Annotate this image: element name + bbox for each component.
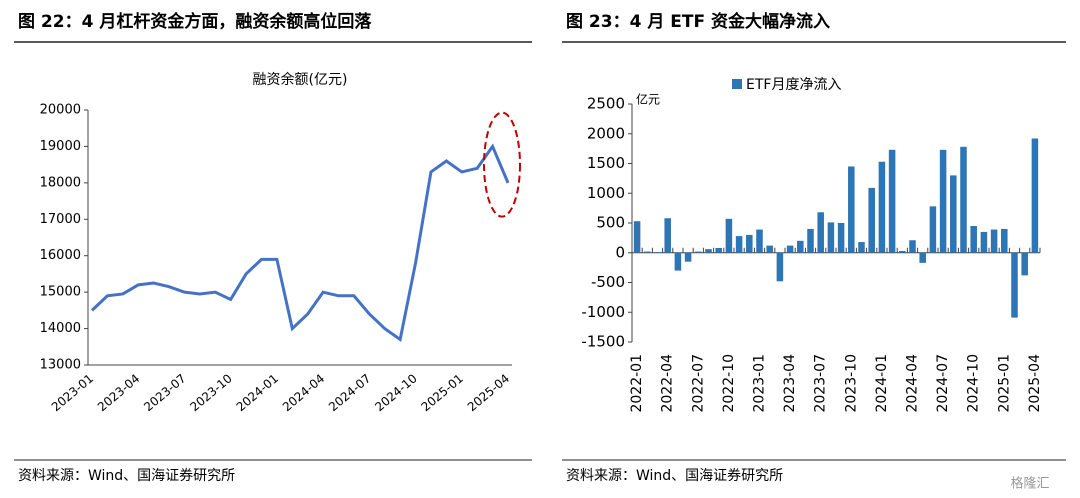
x-tick-label: 2023-10 [187, 371, 234, 414]
x-tick-label: 2023-07 [813, 354, 829, 413]
x-tick-label: 2022-04 [660, 354, 676, 413]
bar [756, 229, 763, 253]
bar [725, 218, 733, 253]
legend-label: ETF月度净流入 [746, 77, 841, 93]
y-tick-label: 17000 [40, 212, 81, 227]
bar [1011, 252, 1018, 318]
bar [950, 175, 957, 253]
bar [674, 252, 682, 271]
bar [858, 242, 865, 253]
y-tick-label: 2500 [587, 95, 625, 113]
bar [715, 247, 722, 253]
bar [878, 161, 886, 253]
line [90, 143, 510, 343]
x-tick-label: 2025-04 [465, 371, 512, 414]
y-tick-label: 19000 [40, 139, 81, 154]
bar [837, 223, 845, 253]
figure-heading: 图 22：4 月杠杆资金方面，融资余额高位回落 [18, 11, 372, 32]
highlight [483, 111, 521, 218]
y-tick-label: -500 [591, 273, 625, 291]
y-tick-label: 18000 [40, 175, 81, 190]
bar [919, 252, 926, 263]
bar [868, 187, 875, 253]
watermark: 格隆汇 [1010, 476, 1049, 492]
bar [633, 221, 641, 253]
bar [817, 212, 824, 253]
bar [664, 218, 671, 253]
x-tick-label: 2024-04 [280, 371, 327, 414]
y-tick-label: 13000 [40, 358, 81, 373]
bar [705, 249, 712, 253]
y-tick-label: -1500 [581, 333, 625, 351]
bar [695, 251, 702, 253]
bar [970, 225, 977, 253]
bar [929, 206, 937, 253]
bar [899, 250, 906, 253]
x-tick-label: 2024-07 [326, 371, 373, 414]
bar [939, 149, 947, 253]
y-tick-label: 1000 [587, 184, 625, 202]
bar [766, 245, 773, 253]
bar [1001, 228, 1008, 253]
bar [1031, 138, 1039, 253]
bar [888, 149, 896, 253]
x-tick-label: 2024-10 [966, 354, 982, 413]
legend-swatch [732, 79, 742, 89]
x-tick-label: 2022-10 [721, 354, 737, 413]
y-tick-label: 0 [615, 243, 625, 261]
y-tick-label: 14000 [40, 321, 81, 336]
bar [807, 228, 814, 253]
y-tick-label: -1000 [581, 303, 625, 321]
bar [776, 252, 784, 282]
bar [990, 229, 998, 253]
x-tick-label: 2022-01 [629, 354, 645, 413]
x-tick-label: 2023-10 [843, 354, 859, 413]
x-tick-label: 2025-01 [419, 371, 466, 414]
bar [797, 240, 804, 253]
bar [848, 166, 855, 253]
source: 资料来源：Wind、国海证券研究所 [566, 468, 783, 484]
bar [909, 240, 916, 253]
x-tick-label: 2025-01 [996, 354, 1012, 413]
bar [654, 252, 661, 253]
y-tick-label: 500 [596, 214, 625, 232]
x-tick-label: 2025-04 [1027, 354, 1043, 413]
bar [684, 252, 692, 262]
x-tick-label: 2024-10 [372, 371, 419, 414]
bar [827, 222, 835, 253]
y-tick-label: 16000 [40, 248, 81, 263]
x-tick-label: 2023-04 [782, 354, 798, 413]
x-tick-label: 2024-01 [874, 354, 890, 413]
source: 资料来源：Wind、国海证券研究所 [18, 468, 235, 484]
y-unit: 亿元 [636, 92, 660, 107]
bar [1021, 252, 1028, 276]
x-tick-label: 2024-01 [234, 371, 281, 414]
bar [735, 236, 743, 253]
y-tick-label: 2000 [587, 124, 625, 142]
y-tick-label: 20000 [40, 103, 81, 118]
x-tick-label: 2022-07 [690, 354, 706, 413]
bar [746, 234, 753, 253]
chart-title: 融资余额(亿元) [253, 71, 348, 88]
bar [644, 251, 651, 253]
figure-heading: 图 23：4 月 ETF 资金大幅净流入 [566, 11, 830, 32]
bar [786, 245, 794, 253]
x-tick-label: 2024-07 [935, 354, 951, 413]
x-tick-label: 2024-04 [905, 354, 921, 413]
x-tick-label: 2023-01 [49, 371, 96, 414]
y-tick-label: 15000 [40, 285, 81, 300]
y-tick-label: 1500 [587, 154, 625, 172]
x-tick-label: 2023-01 [752, 354, 768, 413]
bar [980, 231, 988, 253]
bar [960, 146, 967, 253]
x-tick-label: 2023-07 [141, 371, 188, 414]
x-tick-label: 2023-04 [95, 371, 142, 414]
